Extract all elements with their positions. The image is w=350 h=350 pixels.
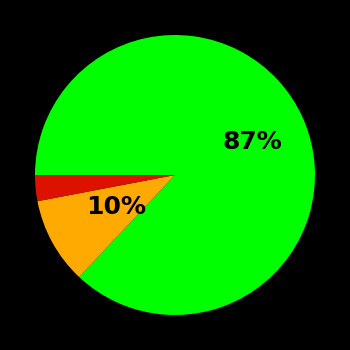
Wedge shape	[35, 35, 315, 315]
Text: 10%: 10%	[86, 195, 146, 219]
Wedge shape	[35, 175, 175, 201]
Wedge shape	[37, 175, 175, 277]
Text: 87%: 87%	[222, 130, 282, 154]
